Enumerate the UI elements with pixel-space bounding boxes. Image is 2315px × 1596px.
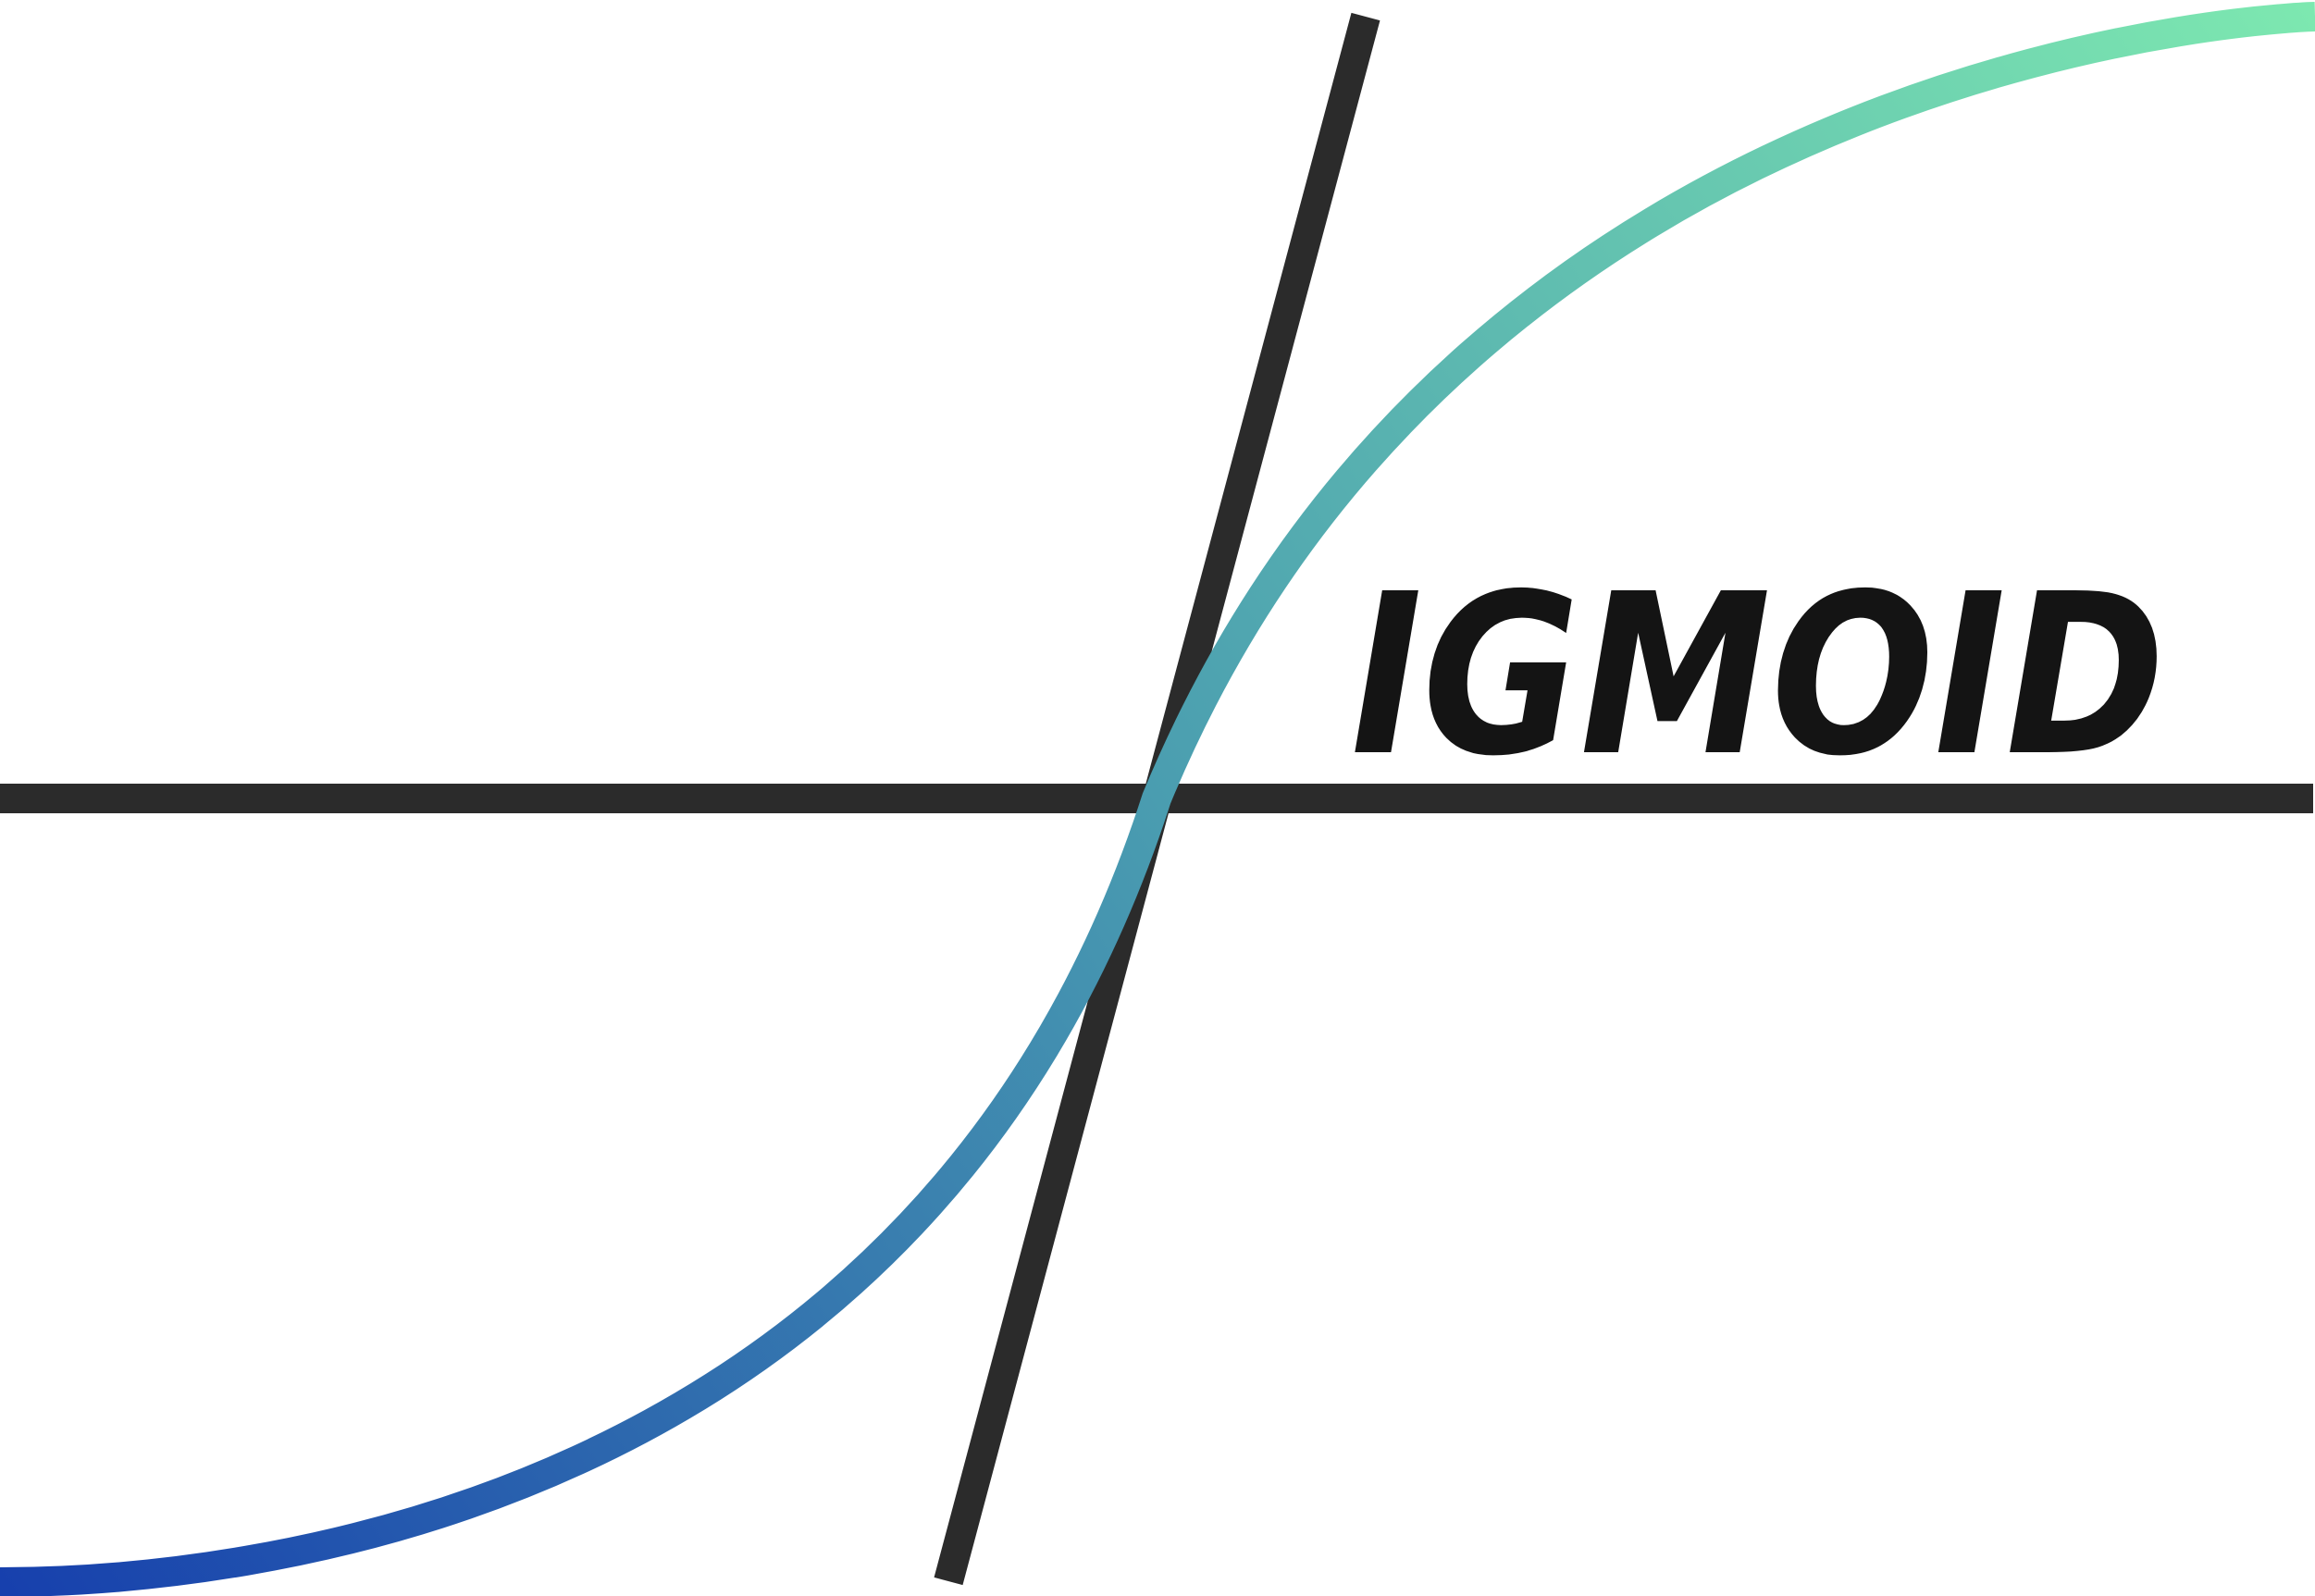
logo-wordmark: IGMOID bbox=[1351, 546, 2165, 805]
